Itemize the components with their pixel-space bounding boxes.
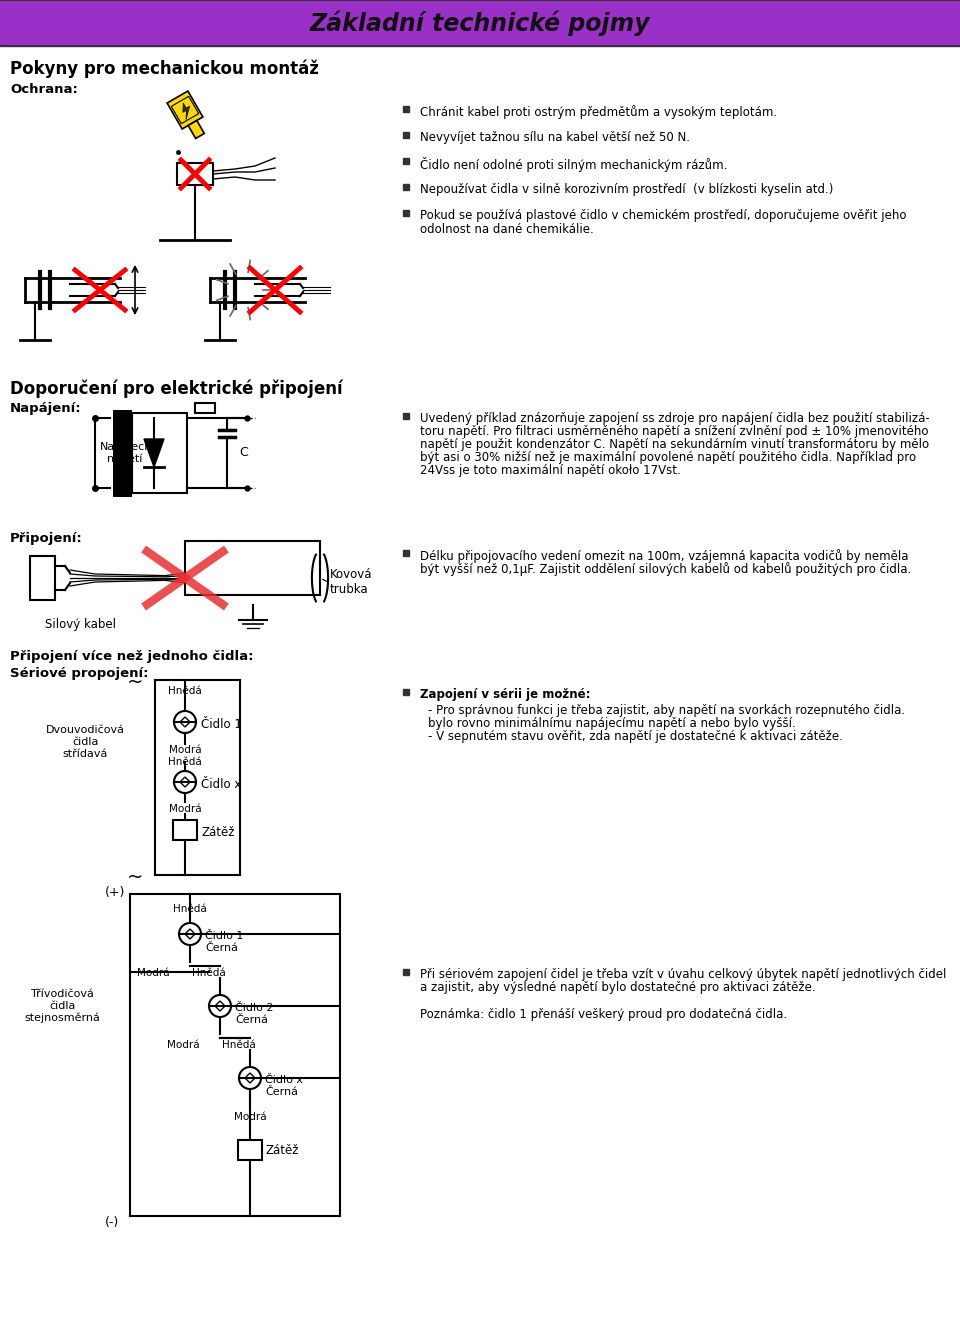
Text: Černá: Černá	[235, 1015, 268, 1025]
Polygon shape	[171, 96, 199, 124]
Text: C: C	[239, 446, 248, 460]
Text: Pokud se používá plastové čidlo v chemickém prostředí, doporučujeme ověřit jeho: Pokud se používá plastové čidlo v chemic…	[420, 208, 906, 222]
Text: toru napětí. Pro filtraci usměrněného napětí a snížení zvlnění pod ± 10% jmenovi: toru napětí. Pro filtraci usměrněného na…	[420, 425, 928, 438]
Text: Silový kabel: Silový kabel	[45, 619, 116, 631]
Text: (+): (+)	[105, 886, 126, 899]
Bar	[195, 403, 215, 413]
Text: Třívodičová
čidla
stejnosměrná: Třívodičová čidla stejnosměrná	[24, 989, 100, 1023]
Text: bylo rovno minimálnímu napájecímu napětí a nebo bylo vyšší.: bylo rovno minimálnímu napájecímu napětí…	[428, 717, 796, 729]
Text: Černá: Černá	[205, 943, 238, 953]
Bar	[185, 541, 320, 595]
Text: Modrá: Modrá	[137, 969, 170, 978]
Text: být asi o 30% nižší než je maximální povolené napětí použitého čidla. Například : být asi o 30% nižší než je maximální pov…	[420, 452, 916, 464]
Circle shape	[179, 923, 201, 945]
Text: Při sériovém zapojení čidel je třeba vzít v úvahu celkový úbytek napětí jednotli: Při sériovém zapojení čidel je třeba vzí…	[420, 969, 947, 981]
Polygon shape	[188, 120, 204, 139]
Text: napětí je použit kondenzátor C. Napětí na sekundárním vinutí transformátoru by m: napětí je použit kondenzátor C. Napětí n…	[420, 438, 929, 452]
Text: Nepoužívat čidla v silně korozivním prostředí  (v blízkosti kyselin atd.): Nepoužívat čidla v silně korozivním pros…	[420, 183, 833, 196]
Text: Uvedený příklad znázorňuje zapojení ss zdroje pro napájení čidla bez použití sta: Uvedený příklad znázorňuje zapojení ss z…	[420, 411, 929, 425]
Text: Nevyvíjet tažnou sílu na kabel větší než 50 N.: Nevyvíjet tažnou sílu na kabel větší než…	[420, 131, 690, 144]
Text: Čidlo 1: Čidlo 1	[201, 717, 242, 731]
Bar	[177, 163, 213, 184]
Text: Modrá
Hnědá: Modrá Hnědá	[168, 745, 202, 767]
Bar	[132, 413, 187, 493]
Text: Čidlo 1: Čidlo 1	[205, 931, 244, 941]
Text: Kovová
trubka: Kovová trubka	[330, 568, 372, 596]
Text: být vyšší než 0,1μF. Zajistit oddělení silových kabelů od kabelů použitých pro č: být vyšší než 0,1μF. Zajistit oddělení s…	[420, 562, 911, 576]
Text: Hnědá: Hnědá	[222, 1039, 255, 1050]
Text: Základní technické pojmy: Základní technické pojmy	[310, 11, 650, 36]
Text: odolnost na dané chemikálie.: odolnost na dané chemikálie.	[420, 223, 593, 236]
Text: Sériové propojení:: Sériové propojení:	[10, 667, 149, 680]
Text: ~: ~	[127, 867, 143, 887]
Text: Modrá: Modrá	[169, 804, 202, 814]
Text: Hnědá: Hnědá	[192, 969, 226, 978]
Text: Délku připojovacího vedení omezit na 100m, vzájemná kapacita vodičů by neměla: Délku připojovacího vedení omezit na 100…	[420, 549, 908, 562]
Text: Ochrana:: Ochrana:	[10, 83, 78, 96]
Text: Čidlo 2: Čidlo 2	[235, 1003, 274, 1013]
Text: Poznámka: čidlo 1 přenáší veškerý proud pro dodatečná čidla.: Poznámka: čidlo 1 přenáší veškerý proud …	[420, 1007, 787, 1021]
Text: Modrá: Modrá	[167, 1039, 200, 1050]
Circle shape	[209, 995, 231, 1017]
Polygon shape	[144, 440, 164, 468]
Text: - Pro správnou funkci je třeba zajistit, aby napětí na svorkách rozepnutého čidl: - Pro správnou funkci je třeba zajistit,…	[428, 704, 905, 717]
Text: Doporučení pro elektrické připojení: Doporučení pro elektrické připojení	[10, 379, 343, 398]
Circle shape	[239, 1067, 261, 1089]
Text: Dvouvodičová
čidla
střídavá: Dvouvodičová čidla střídavá	[46, 725, 125, 759]
Text: Zátěž: Zátěž	[201, 826, 234, 839]
Text: Napájení:: Napájení:	[10, 402, 82, 415]
Text: Modrá: Modrá	[233, 1112, 266, 1122]
Text: Zapojení v sérii je možné:: Zapojení v sérii je možné:	[420, 688, 590, 701]
Text: 24Vss je toto maximální napětí około 17Vst.: 24Vss je toto maximální napětí około 17V…	[420, 464, 681, 477]
Text: Hnědá: Hnědá	[173, 904, 206, 914]
Circle shape	[174, 711, 196, 733]
Text: Zátěž: Zátěž	[266, 1144, 300, 1157]
Bar	[238, 1140, 262, 1160]
Text: Hnědá: Hnědá	[168, 685, 202, 696]
Text: ~: ~	[127, 672, 143, 692]
Text: Pokyny pro mechanickou montáž: Pokyny pro mechanickou montáž	[10, 60, 319, 79]
Text: a zajistit, aby výsledné napětí bylo dostatečné pro aktivaci zátěže.: a zajistit, aby výsledné napětí bylo dos…	[420, 981, 816, 994]
Polygon shape	[167, 91, 203, 130]
Polygon shape	[183, 103, 190, 120]
Text: Připojení více než jednoho čidla:: Připojení více než jednoho čidla:	[10, 651, 253, 663]
Text: Čidlo není odolné proti silným mechanickým rázům.: Čidlo není odolné proti silným mechanick…	[420, 158, 728, 172]
Text: Napájecí
napětí: Napájecí napětí	[100, 442, 149, 465]
Text: - V sepnutém stavu ověřit, zda napětí je dostatečné k aktivaci zátěže.: - V sepnutém stavu ověřit, zda napětí je…	[428, 729, 843, 743]
Text: Chránit kabel proti ostrým předmětům a vysokým teplotám.: Chránit kabel proti ostrým předmětům a v…	[420, 106, 778, 119]
Bar	[30, 556, 55, 600]
Text: Připojení:: Připojení:	[10, 532, 83, 545]
Bar	[173, 820, 197, 840]
Text: Čidlo x: Čidlo x	[265, 1075, 303, 1085]
Bar	[0, 0, 960, 45]
Text: Čidlo x: Čidlo x	[201, 778, 241, 791]
Text: (-): (-)	[105, 1216, 119, 1229]
Text: Černá: Černá	[265, 1088, 298, 1097]
Circle shape	[174, 771, 196, 794]
